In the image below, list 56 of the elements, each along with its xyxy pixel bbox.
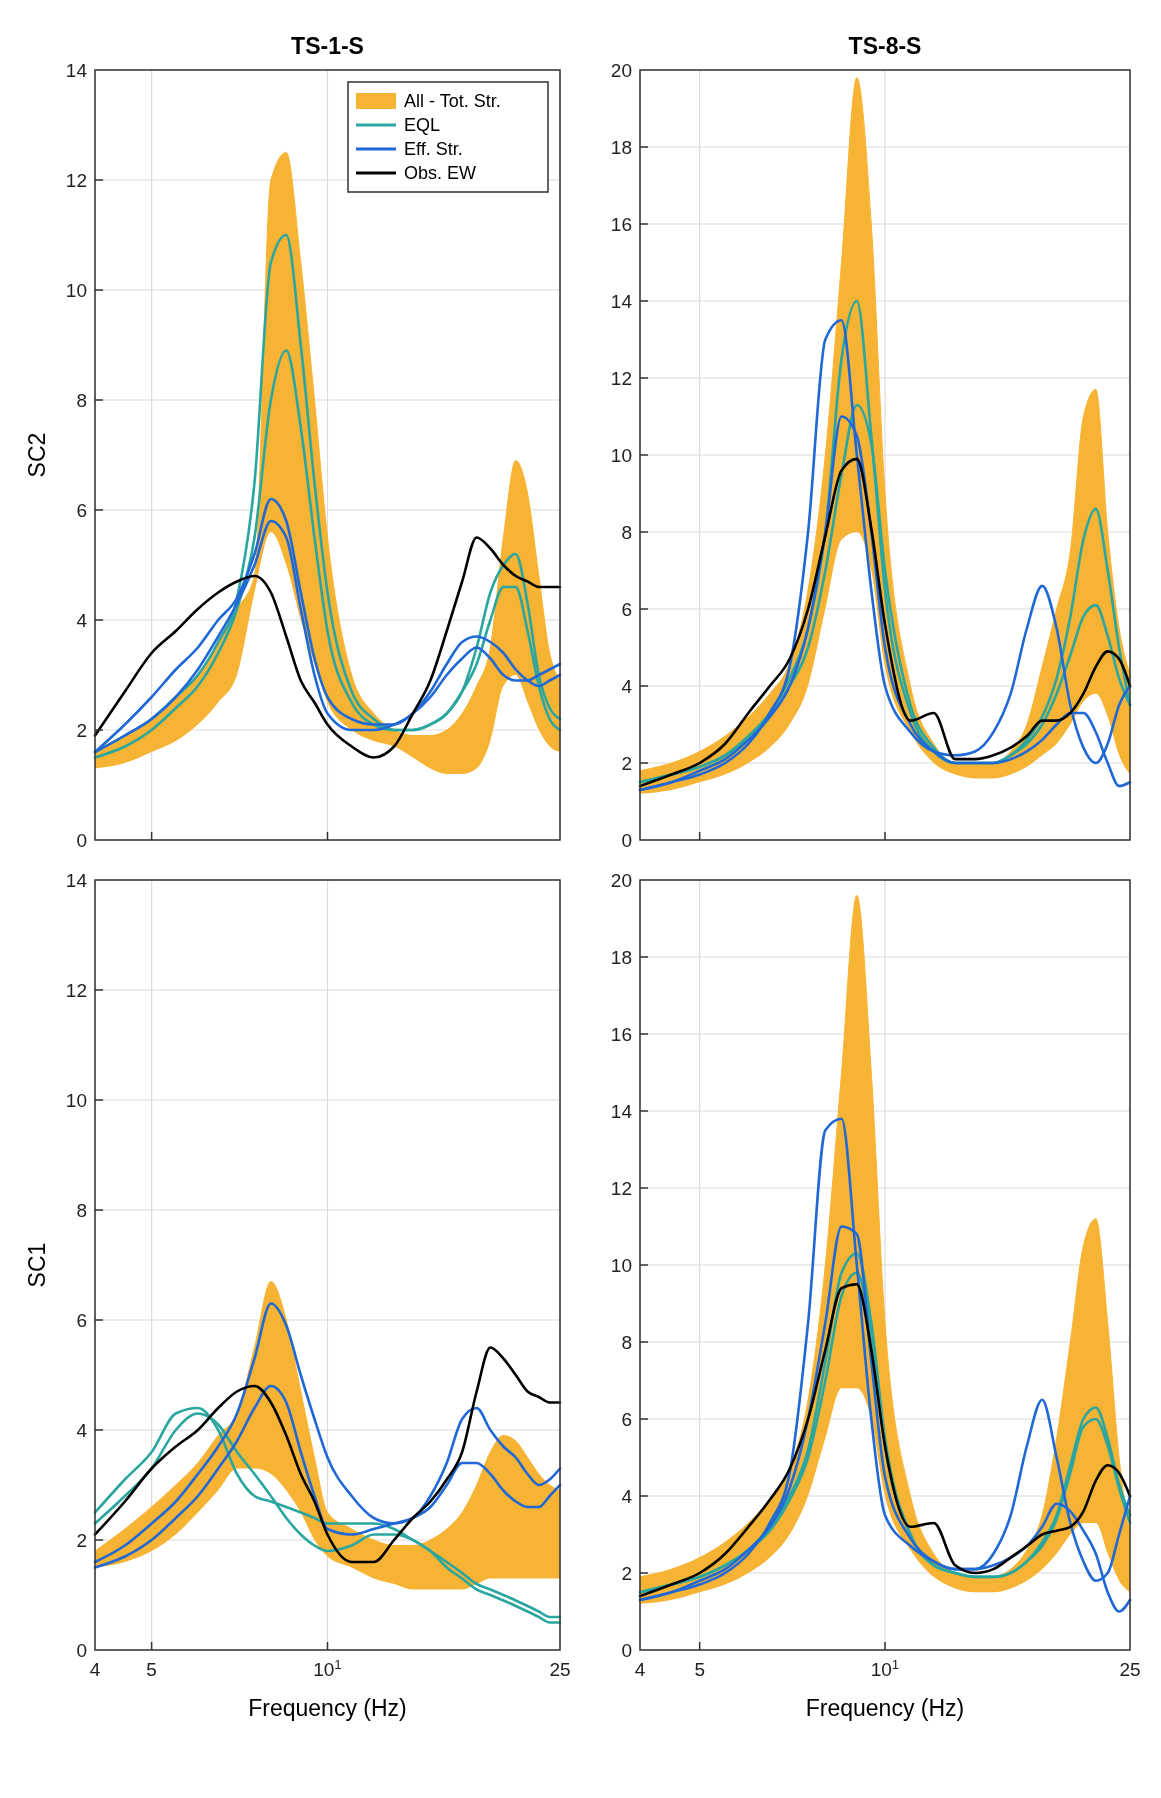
y-tick-label: 6 xyxy=(76,499,87,521)
y-tick-label: 0 xyxy=(621,1639,632,1661)
y-tick-label: 10 xyxy=(65,1089,87,1111)
y-axis-title: SC1 xyxy=(24,1242,50,1288)
y-tick-label: 0 xyxy=(621,829,632,851)
y-tick-label: 16 xyxy=(610,1023,632,1045)
y-axis-title: SC2 xyxy=(24,432,50,478)
y-tick-label: 0 xyxy=(76,829,87,851)
y-tick-label: 8 xyxy=(76,389,87,411)
x-tick-label: 10$^{1}$ xyxy=(870,1656,900,1680)
y-tick-label: 16 xyxy=(610,213,632,235)
y-tick-label: 4 xyxy=(621,1485,633,1507)
legend-label: EQL xyxy=(404,115,441,136)
y-tick-label: 2 xyxy=(621,752,632,774)
y-tick-label: 4 xyxy=(76,1419,88,1441)
x-tick-label: 5 xyxy=(694,1659,705,1680)
y-tick-label: 14 xyxy=(610,290,633,312)
y-tick-label: 4 xyxy=(76,609,88,631)
y-tick-label: 0 xyxy=(76,1639,87,1661)
x-axis-title: Frequency (Hz) xyxy=(805,1695,965,1721)
y-tick-label: 10 xyxy=(610,1254,632,1276)
y-tick-label: 2 xyxy=(621,1562,632,1584)
y-tick-label: 12 xyxy=(65,979,87,1001)
y-tick-label: 12 xyxy=(610,367,632,389)
y-tick-label: 8 xyxy=(76,1199,87,1221)
x-tick-label: 5 xyxy=(146,1659,157,1680)
y-tick-label: 2 xyxy=(76,1529,87,1551)
y-tick-label: 14 xyxy=(65,59,88,81)
legend-label: Obs. EW xyxy=(404,163,477,184)
y-tick-label: 18 xyxy=(610,136,632,158)
legend-label: Eff. Str. xyxy=(404,139,463,160)
x-tick-label: 25 xyxy=(1119,1659,1141,1680)
x-tick-label: 10$^{1}$ xyxy=(313,1656,342,1680)
y-tick-label: 14 xyxy=(610,1100,633,1122)
y-tick-label: 12 xyxy=(610,1177,632,1199)
y-tick-label: 14 xyxy=(65,869,88,891)
x-tick-label: 25 xyxy=(549,1659,571,1680)
y-tick-label: 6 xyxy=(76,1309,87,1331)
x-axis-title: Frequency (Hz) xyxy=(248,1695,407,1721)
x-tick-label: 4 xyxy=(634,1659,646,1680)
x-tick-label: 4 xyxy=(89,1659,101,1680)
y-tick-label: 20 xyxy=(610,869,632,891)
y-tick-label: 8 xyxy=(621,521,632,543)
y-tick-label: 2 xyxy=(76,719,87,741)
y-tick-label: 6 xyxy=(621,1408,632,1430)
y-tick-label: 18 xyxy=(610,946,632,968)
y-tick-label: 6 xyxy=(621,598,632,620)
y-tick-label: 12 xyxy=(65,169,87,191)
legend-label: All - Tot. Str. xyxy=(404,91,501,112)
y-tick-label: 10 xyxy=(610,444,632,466)
y-tick-label: 8 xyxy=(621,1331,632,1353)
y-tick-label: 20 xyxy=(610,59,632,81)
y-tick-label: 4 xyxy=(621,675,633,697)
chart-title: TS-1-S xyxy=(291,33,364,59)
y-tick-label: 10 xyxy=(65,279,87,301)
chart-title: TS-8-S xyxy=(848,33,922,59)
